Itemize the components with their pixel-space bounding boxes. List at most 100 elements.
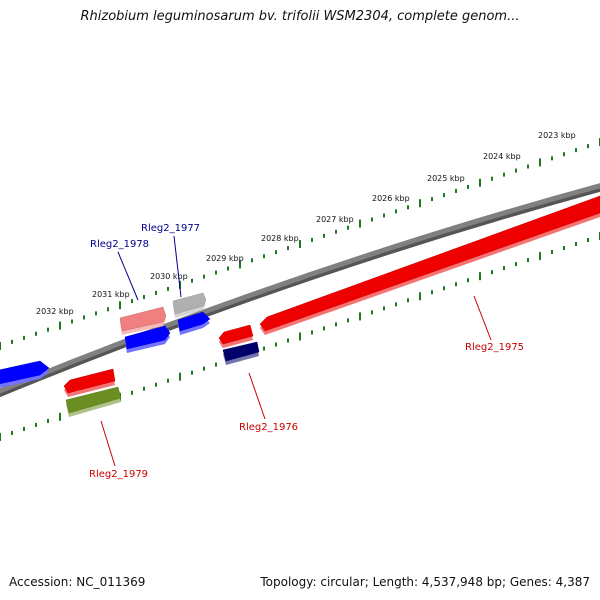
inner-scale-tick (299, 332, 301, 341)
outer-scale-tick (59, 321, 61, 330)
outer-scale-tick (23, 335, 25, 340)
inner-scale-tick (359, 312, 361, 321)
forward-gene-blue-2[interactable] (177, 311, 211, 332)
outer-scale-tick (155, 290, 157, 295)
genome-summary-label: Topology: circular; Length: 4,537,948 bp… (260, 575, 590, 589)
inner-scale-tick (419, 292, 421, 301)
forward-gene-blue-left[interactable] (0, 360, 50, 386)
outer-scale-tick (563, 152, 565, 157)
outer-scale-tick (83, 315, 85, 320)
leader-line-Rleg2_1976 (248, 372, 266, 420)
map-title: Rhizobium leguminosarum bv. trifolii WSM… (80, 9, 520, 24)
inner-scale-tick (275, 342, 277, 347)
outer-scale-tick (95, 311, 97, 316)
outer-scale-tick (227, 266, 229, 271)
inner-scale-tick (11, 430, 13, 435)
outer-scale-tick (419, 199, 421, 208)
outer-scale-tick (407, 205, 409, 210)
inner-scale-tick (551, 250, 553, 255)
inner-scale-tick (0, 433, 1, 441)
reverse-gene-red-1979[interactable] (63, 368, 116, 394)
inner-scale-tick (167, 378, 169, 383)
inner-scale-tick (323, 326, 325, 331)
outer-scale-tick (107, 307, 109, 312)
outer-scale-tick (383, 213, 385, 218)
inner-scale-tick (287, 338, 289, 343)
outer-scale-tick (431, 197, 433, 202)
forward-gene-blue-1[interactable] (124, 325, 171, 350)
scale-label-2028-kbp: 2028 kbp (261, 234, 299, 243)
gene-label-Rleg2_1979[interactable]: Rleg2_1979 (89, 469, 148, 480)
reverse-gene-navy[interactable] (222, 341, 260, 362)
outer-scale-tick (47, 327, 49, 332)
inner-scale-tick (59, 412, 61, 421)
accession-label: Accession: NC_011369 (9, 575, 146, 589)
outer-scale-tick (587, 144, 589, 149)
inner-scale-tick (263, 346, 265, 351)
scale-label-2029-kbp: 2029 kbp (206, 254, 244, 263)
outer-scale-tick (251, 258, 253, 263)
leader-line-Rleg2_1977 (173, 235, 182, 298)
outer-scale-tick (287, 246, 289, 251)
inner-scale-tick (347, 318, 349, 323)
inner-scale-tick (431, 290, 433, 295)
reverse-gene-olive[interactable] (65, 386, 122, 414)
scale-label-2031-kbp: 2031 kbp (92, 290, 130, 299)
scale-label-2023-kbp: 2023 kbp (538, 131, 576, 140)
inner-scale-tick (311, 330, 313, 335)
inner-scale-tick (443, 286, 445, 291)
inner-scale-tick (203, 366, 205, 371)
outer-scale-tick (35, 331, 37, 336)
inner-scale-tick (491, 270, 493, 275)
inner-scale-tick (143, 386, 145, 391)
inner-scale-tick (587, 238, 589, 243)
inner-scale-tick (215, 362, 217, 367)
inner-scale-tick (155, 382, 157, 387)
reverse-gene-red-1975[interactable] (259, 195, 600, 332)
inner-scale-tick (563, 246, 565, 251)
outer-scale-tick (131, 299, 133, 304)
outer-scale-tick (275, 250, 277, 255)
forward-gene-pink[interactable] (119, 306, 167, 332)
outer-scale-tick (455, 188, 457, 193)
inner-scale-tick (395, 302, 397, 307)
outer-scale-tick (479, 178, 481, 187)
inner-scale-tick (383, 306, 385, 311)
scale-label-2024-kbp: 2024 kbp (483, 152, 521, 161)
backbone-shadow (0, 185, 600, 398)
scale-label-2032-kbp: 2032 kbp (36, 307, 74, 316)
inner-scale-tick (335, 322, 337, 327)
outer-scale-tick (263, 254, 265, 259)
inner-scale-tick (539, 252, 541, 261)
outer-scale-tick (119, 301, 121, 310)
gene-label-Rleg2_1976[interactable]: Rleg2_1976 (239, 422, 298, 433)
outer-scale-tick (575, 148, 577, 153)
gene-label-Rleg2_1977[interactable]: Rleg2_1977 (141, 223, 200, 234)
outer-scale-tick (0, 342, 1, 350)
scale-label-2025-kbp: 2025 kbp (427, 174, 465, 183)
gene-label-Rleg2_1975[interactable]: Rleg2_1975 (465, 342, 524, 353)
inner-scale-tick (407, 298, 409, 303)
scale-label-2027-kbp: 2027 kbp (316, 215, 354, 224)
outer-scale-tick (359, 219, 361, 228)
outer-scale-tick (299, 240, 301, 248)
inner-scale-tick (515, 262, 517, 267)
outer-scale-tick (167, 286, 169, 291)
reverse-gene-red-1976[interactable] (218, 324, 254, 345)
gene-label-Rleg2_1978[interactable]: Rleg2_1978 (90, 239, 149, 250)
inner-scale-tick (575, 242, 577, 247)
leader-line-Rleg2_1978 (117, 251, 139, 301)
outer-scale-tick (515, 168, 517, 173)
outer-scale-tick (143, 295, 145, 300)
outer-scale-tick (527, 164, 529, 169)
forward-gene-gray[interactable] (172, 292, 207, 315)
outer-scale-tick (323, 233, 325, 238)
outer-scale-tick (203, 274, 205, 279)
scale-label-2026-kbp: 2026 kbp (372, 194, 410, 203)
outer-scale-tick (191, 278, 193, 283)
outer-scale-tick (215, 270, 217, 275)
leader-line-Rleg2_1979 (100, 420, 116, 467)
outer-scale-tick (11, 339, 13, 344)
